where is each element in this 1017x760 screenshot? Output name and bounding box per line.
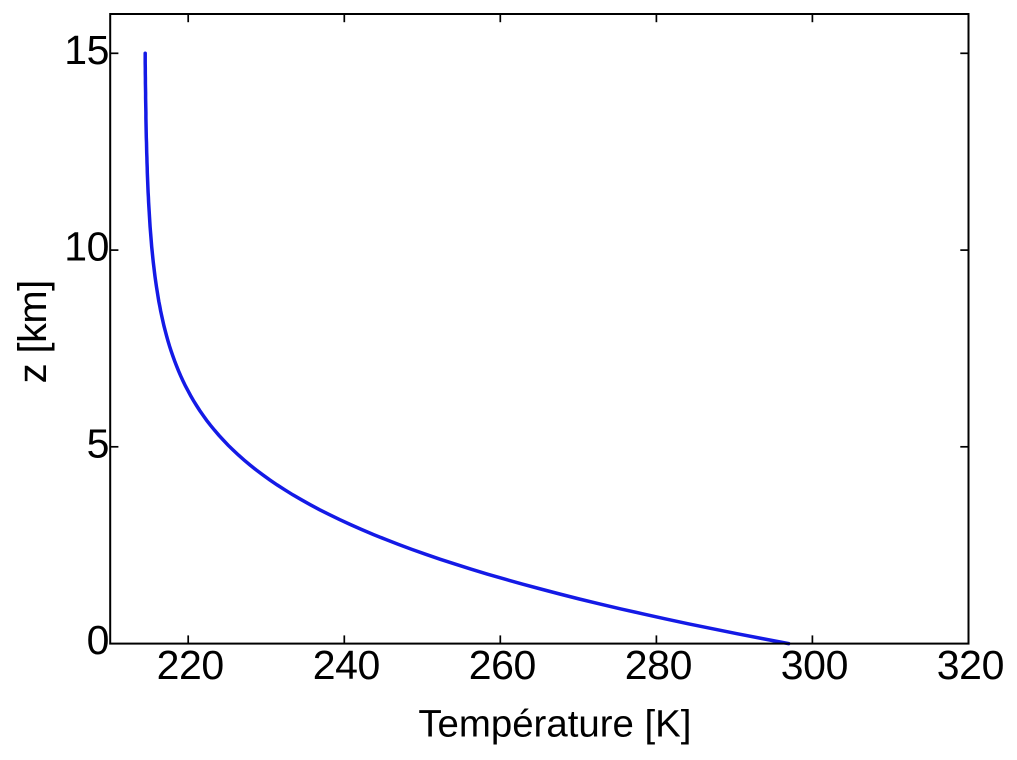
svg-text:260: 260 bbox=[469, 642, 536, 688]
svg-text:z [km]: z [km] bbox=[11, 280, 55, 383]
svg-text:10: 10 bbox=[64, 224, 109, 270]
svg-text:300: 300 bbox=[781, 642, 848, 688]
svg-text:240: 240 bbox=[313, 642, 380, 688]
svg-text:220: 220 bbox=[157, 642, 224, 688]
svg-text:280: 280 bbox=[625, 642, 692, 688]
svg-text:0: 0 bbox=[87, 617, 109, 663]
svg-text:Température [K]: Température [K] bbox=[418, 703, 691, 746]
svg-text:320: 320 bbox=[937, 642, 1004, 688]
svg-text:5: 5 bbox=[87, 420, 109, 466]
svg-text:15: 15 bbox=[64, 27, 109, 73]
